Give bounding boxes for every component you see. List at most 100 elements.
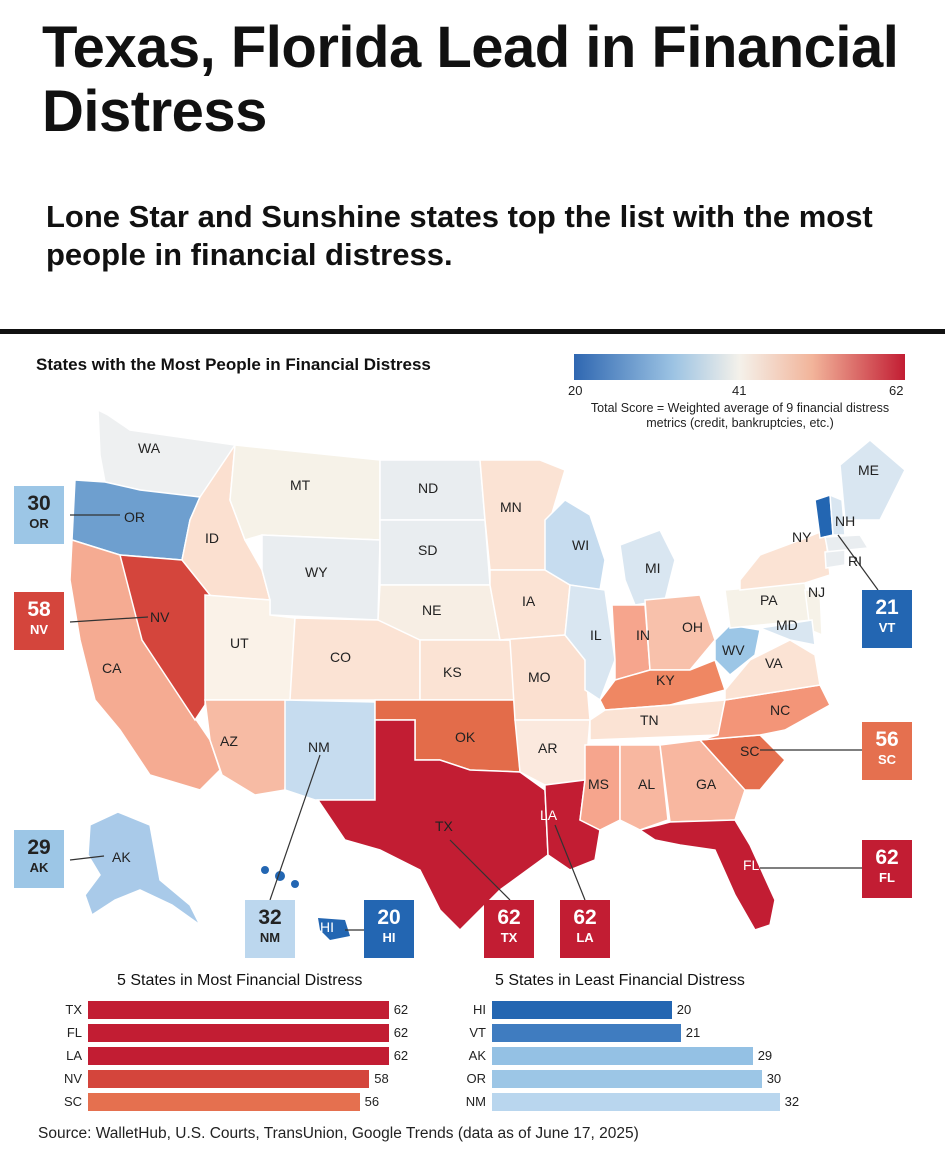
label-ks: KS [443, 664, 462, 680]
callout-fl: 62 FL [862, 840, 912, 898]
least-bar-label-hi: HI [473, 1002, 486, 1017]
label-hi: HI [320, 919, 334, 935]
callout-la-value: 62 [573, 906, 597, 929]
label-nc: NC [770, 702, 790, 718]
callout-leader-lines [69, 514, 879, 931]
state-az [204, 699, 291, 796]
source-note: Source: WalletHub, U.S. Courts, TransUni… [38, 1125, 639, 1142]
most-bar-label-nv: NV [63, 1071, 82, 1086]
legend-mid-label: 41 [732, 383, 747, 398]
least-bar-value-ak: 29 [757, 1048, 773, 1063]
label-ok: OK [455, 729, 476, 745]
callout-sc-value: 56 [875, 728, 899, 751]
label-ut: UT [230, 635, 249, 651]
legend-max-label: 62 [889, 383, 904, 398]
callout-fl-value: 62 [875, 846, 899, 869]
label-oh: OH [682, 619, 703, 635]
least-bar-value-or: 30 [766, 1071, 782, 1086]
legend-min-label: 20 [568, 383, 583, 398]
label-la: LA [540, 807, 558, 823]
label-nh: NH [835, 513, 855, 529]
state-me [839, 439, 906, 521]
least-bar-label-or: OR [466, 1071, 487, 1086]
callout-nm-abbr: NM [259, 930, 281, 945]
state-ny [739, 528, 831, 591]
us-choropleth-map: WA OR ID MT WY CA NV UT AZ CO NM ND SD N… [69, 408, 906, 940]
label-il: IL [590, 627, 602, 643]
label-nj: NJ [808, 584, 825, 600]
state-ct [824, 549, 846, 569]
least-distress-title: 5 States in Least Financial Distress [495, 972, 745, 989]
label-ar: AR [538, 740, 557, 756]
callout-vt-abbr: VT [878, 620, 896, 635]
least-bar-nm [492, 1093, 780, 1111]
least-bar-vt [492, 1024, 681, 1042]
divider-rule [0, 329, 945, 334]
state-ma [824, 534, 870, 553]
most-bar-fl [88, 1024, 389, 1042]
least-bar-label-nm: NM [465, 1094, 486, 1109]
label-sc: SC [740, 743, 759, 759]
state-abbr-labels: WA OR ID MT WY CA NV UT AZ CO NM ND SD N… [102, 440, 879, 935]
most-distress-title: 5 States in Most Financial Distress [117, 972, 363, 989]
most-bar-value-tx: 62 [393, 1002, 409, 1017]
label-or: OR [124, 509, 145, 525]
label-me: ME [858, 462, 879, 478]
callout-hi-abbr: HI [382, 930, 396, 945]
label-ga: GA [696, 776, 717, 792]
callout-la: 62 LA [560, 900, 610, 958]
callout-nv-abbr: NV [29, 622, 49, 637]
state-va [724, 639, 821, 701]
label-nm: NM [308, 739, 330, 755]
label-md: MD [776, 617, 798, 633]
label-wi: WI [572, 537, 589, 553]
label-mt: MT [290, 477, 311, 493]
least-bar-value-hi: 20 [676, 1002, 692, 1017]
label-ak: AK [112, 849, 131, 865]
callout-sc: 56 SC [862, 722, 912, 780]
label-ne: NE [422, 602, 441, 618]
callout-nv: 58 NV [14, 592, 64, 650]
callout-vt: 21 VT [862, 590, 912, 648]
callout-ak-abbr: AK [29, 860, 49, 875]
callout-nm-value: 32 [258, 906, 282, 929]
label-ia: IA [522, 593, 536, 609]
label-id: ID [205, 530, 219, 546]
label-pa: PA [760, 592, 778, 608]
most-bar-value-nv: 58 [374, 1071, 389, 1086]
label-ky: KY [656, 672, 675, 688]
label-ny: NY [792, 529, 812, 545]
callout-hi-value: 20 [377, 906, 401, 929]
callout-hi: 20 HI [364, 900, 414, 958]
label-mi: MI [645, 560, 661, 576]
label-co: CO [330, 649, 351, 665]
label-nd: ND [418, 480, 438, 496]
label-wv: WV [722, 642, 745, 658]
state-wi [544, 499, 606, 591]
callout-nv-value: 58 [27, 598, 51, 621]
most-bar-nv [88, 1070, 370, 1088]
state-fl [638, 819, 776, 931]
callout-or-abbr: OR [29, 516, 49, 531]
state-nh [829, 493, 846, 536]
callout-or-value: 30 [27, 492, 51, 515]
state-oh [644, 594, 716, 671]
most-bar-tx [88, 1001, 389, 1019]
state-md [757, 619, 816, 646]
least-bar-hi [492, 1001, 672, 1019]
callout-la-abbr: LA [576, 930, 594, 945]
callout-tx-abbr: TX [500, 930, 518, 945]
label-fl: FL [743, 857, 760, 873]
label-mo: MO [528, 669, 551, 685]
label-ms: MS [588, 776, 609, 792]
state-ak [84, 811, 201, 926]
headline: Texas, Florida Lead in Financial Distres… [42, 15, 899, 144]
state-al [619, 744, 669, 831]
callout-tx: 62 TX [484, 900, 534, 958]
label-sd: SD [418, 542, 437, 558]
state-ks [419, 639, 516, 701]
callout-ak-value: 29 [27, 836, 51, 859]
map-title: States with the Most People in Financial… [36, 355, 431, 374]
callout-fl-abbr: FL [879, 870, 895, 885]
label-wa: WA [138, 440, 161, 456]
